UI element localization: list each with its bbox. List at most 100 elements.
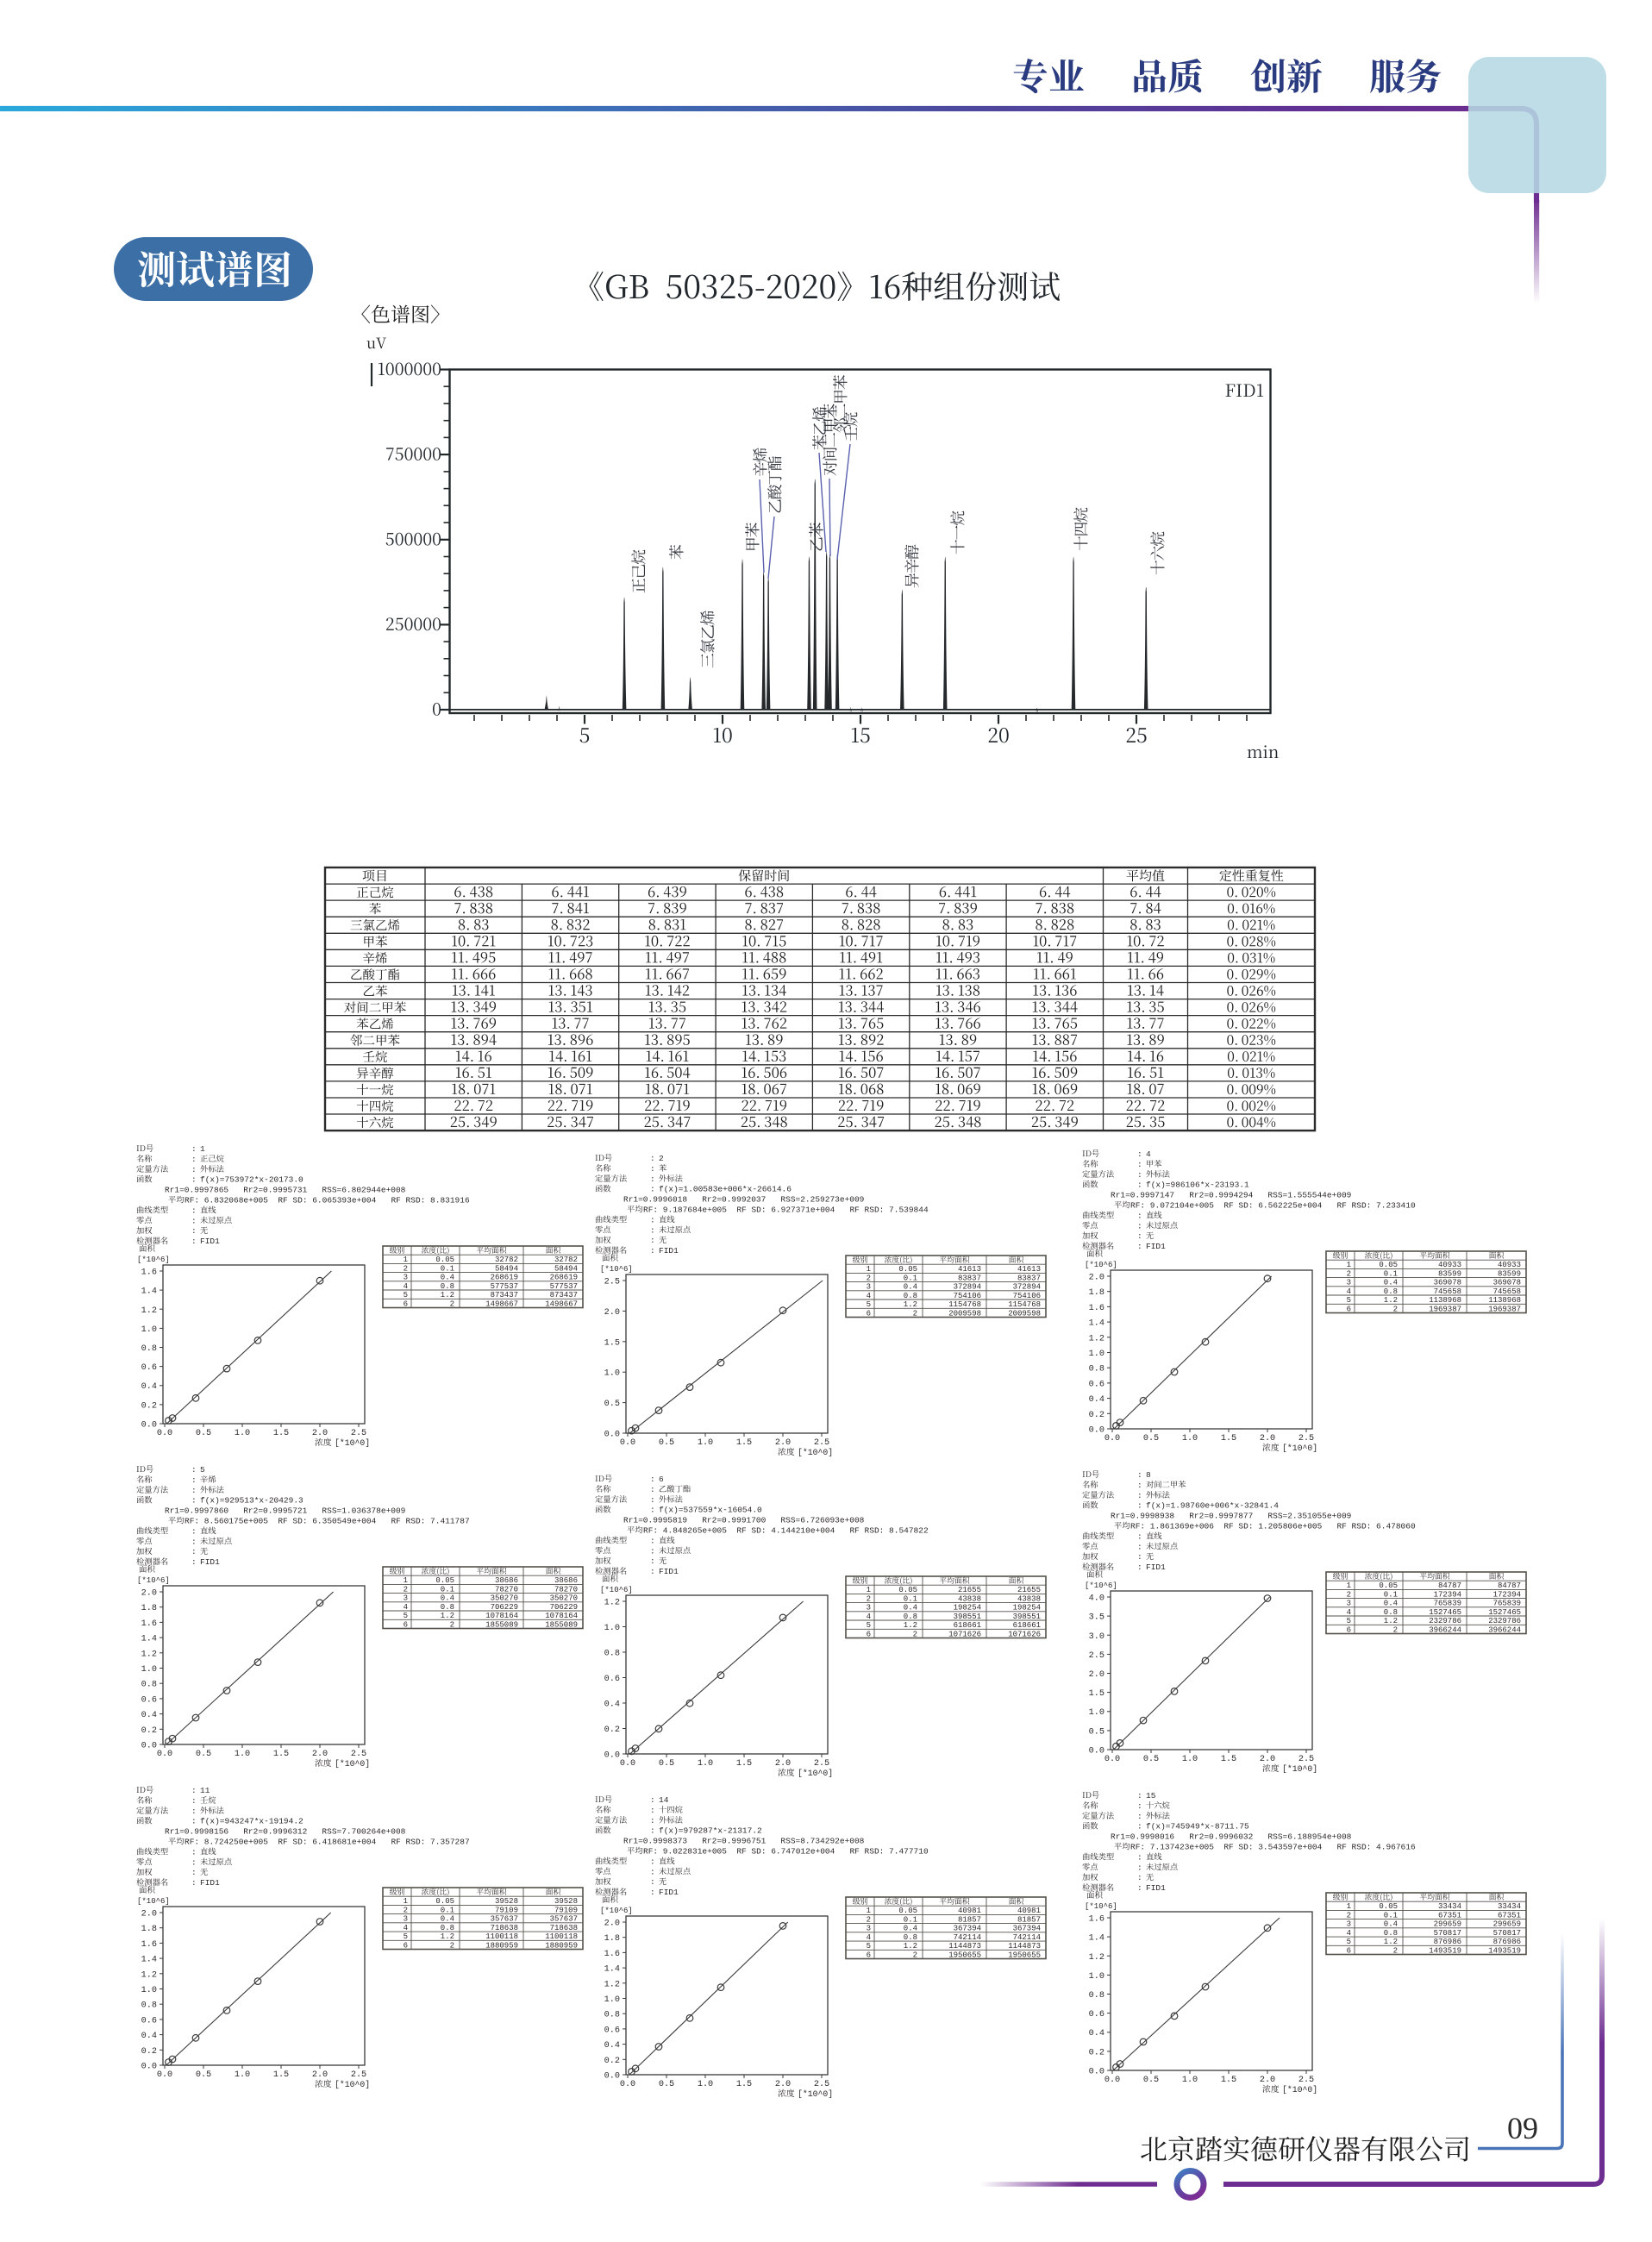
svg-text:6: 6 [867,1951,871,1959]
svg-text:6: 6 [404,1620,408,1629]
svg-text:0.0: 0.0 [604,1431,620,1440]
svg-text:RF: 9.072104e+005 RF SD: 6.56: RF: 9.072104e+005 RF SD: 6.562225e+004 R… [1130,1201,1416,1211]
svg-text:0.8: 0.8 [441,1282,454,1291]
svg-text:172394: 172394 [1493,1590,1521,1599]
svg-text:[*10^6]: [*10^6] [137,1256,170,1264]
svg-text:1.0: 1.0 [1182,1755,1198,1764]
svg-text:f(x)=929513*x-20429.3: f(x)=929513*x-20429.3 [200,1496,303,1506]
svg-text:1493519: 1493519 [1429,1946,1461,1955]
svg-text::: : [191,1206,197,1215]
svg-text::: : [1137,1552,1142,1562]
svg-text:2: 2 [913,1951,917,1959]
svg-text:1.0: 1.0 [1089,1350,1104,1359]
svg-text:0.6: 0.6 [141,2016,157,2026]
svg-text:21655: 21655 [958,1586,981,1594]
svg-text:Rr1=0.9996018 Rr2=0.9992037: Rr1=0.9996018 Rr2=0.9992037 RSS=2.259273… [623,1195,865,1205]
svg-text:1: 1 [404,1576,408,1585]
svg-text:RF: 7.137423e+005 RF SD: 3.54: RF: 7.137423e+005 RF SD: 3.543597e+004 R… [1130,1843,1416,1852]
svg-text:1.2: 1.2 [904,1300,917,1309]
svg-text::: : [650,1806,655,1815]
svg-text:0.8: 0.8 [141,1344,157,1354]
svg-text:0.0: 0.0 [157,1429,172,1438]
svg-text:FID1: FID1 [200,1237,220,1246]
svg-text:3: 3 [404,1594,408,1603]
svg-text:706229: 706229 [491,1603,518,1612]
svg-text:RF: 1.861369e+006 RF SD: 1.20: RF: 1.861369e+006 RF SD: 1.205806e+005 R… [1130,1522,1416,1531]
svg-text:0.8: 0.8 [141,2001,157,2011]
svg-text:3: 3 [404,1274,408,1282]
svg-text:0.05: 0.05 [435,1576,454,1585]
svg-text:0.4: 0.4 [1384,1920,1398,1929]
svg-text:1.0: 1.0 [141,1325,157,1335]
svg-text:1.6: 1.6 [604,1950,620,1959]
svg-text:0.4: 0.4 [441,1274,454,1282]
svg-text:Rr1=0.9998373 Rr2=0.9996751: Rr1=0.9998373 Rr2=0.9996751 RSS=8.734292… [623,1837,865,1846]
svg-text:2009598: 2009598 [1008,1309,1041,1318]
svg-text::: : [650,1795,655,1805]
svg-text:f(x)=745949*x-8711.75: f(x)=745949*x-8711.75 [1146,1822,1249,1832]
svg-text:1.6: 1.6 [1089,1915,1104,1925]
svg-text:1.2: 1.2 [1384,1617,1398,1625]
svg-text:2: 2 [913,1309,917,1318]
svg-text:0.2: 0.2 [604,2057,620,2066]
svg-text:1.2: 1.2 [604,1980,620,1989]
svg-text:1.5: 1.5 [1221,1434,1236,1444]
svg-text:1: 1 [404,1256,408,1264]
svg-text::: : [650,1567,655,1576]
svg-text:f(x)=537559*x-16054.0: f(x)=537559*x-16054.0 [659,1506,762,1515]
svg-text:78270: 78270 [554,1585,578,1594]
svg-text:0.5: 0.5 [604,1400,620,1409]
svg-text:1: 1 [200,1144,205,1154]
svg-text:1.0: 1.0 [698,2080,713,2089]
svg-text:1.0: 1.0 [1089,1972,1104,1982]
svg-text:1493519: 1493519 [1488,1946,1521,1955]
svg-text:3966244: 3966244 [1429,1625,1461,1634]
svg-text:4.0: 4.0 [1089,1594,1104,1604]
svg-text:876986: 876986 [1434,1938,1461,1946]
svg-text::: : [191,1857,197,1867]
svg-text:1.0: 1.0 [698,1759,713,1769]
svg-text:3: 3 [867,1604,871,1613]
svg-text:4: 4 [404,1924,408,1932]
svg-text::: : [191,1175,197,1185]
svg-text::: : [191,1868,197,1877]
svg-text:2.0: 2.0 [775,1759,791,1769]
svg-text:2.0: 2.0 [604,1308,620,1318]
svg-text:372894: 372894 [954,1283,981,1292]
svg-text:0.0: 0.0 [1104,2076,1120,2085]
svg-text:1.2: 1.2 [1384,1938,1398,1946]
svg-text:5: 5 [1347,1296,1351,1305]
svg-text:367394: 367394 [954,1925,981,1933]
svg-text::: : [650,1225,655,1235]
svg-text:1.0: 1.0 [604,1369,620,1379]
svg-text:372894: 372894 [1013,1283,1041,1292]
svg-text:1.0: 1.0 [604,1624,620,1633]
svg-text:2: 2 [1393,1946,1398,1955]
svg-text::: : [650,1185,655,1194]
svg-text:0.5: 0.5 [196,1429,211,1438]
svg-text:6: 6 [1347,1946,1351,1955]
svg-text:1078164: 1078164 [485,1612,518,1620]
svg-text:1.0: 1.0 [1182,2076,1198,2085]
svg-text:1.2: 1.2 [441,1612,454,1620]
svg-text:0.0: 0.0 [1104,1434,1120,1444]
svg-text:6: 6 [1347,1305,1351,1313]
svg-text:1: 1 [867,1586,871,1594]
svg-text:1.0: 1.0 [141,1986,157,1995]
svg-text:2.5: 2.5 [814,1438,829,1448]
svg-text:[*10^0]: [*10^0] [798,1448,833,1457]
svg-text:FID1: FID1 [200,1878,220,1888]
svg-text:0.5: 0.5 [1143,1434,1159,1444]
svg-text:0.05: 0.05 [1379,1902,1398,1911]
svg-text:RF: 6.832068e+005 RF SD: 6.06: RF: 6.832068e+005 RF SD: 6.065393e+004 R… [185,1196,470,1206]
svg-text:[*10^0]: [*10^0] [335,2080,370,2089]
svg-text:4: 4 [404,1603,408,1612]
svg-text:3966244: 3966244 [1488,1625,1521,1634]
svg-text:67351: 67351 [1438,1911,1461,1919]
svg-text:2.5: 2.5 [351,1429,366,1438]
svg-text:1.4: 1.4 [1089,1319,1104,1329]
svg-text:39528: 39528 [495,1897,518,1906]
svg-text::: : [191,1165,197,1174]
svg-text:2: 2 [867,1594,871,1603]
svg-text:83599: 83599 [1438,1269,1461,1278]
